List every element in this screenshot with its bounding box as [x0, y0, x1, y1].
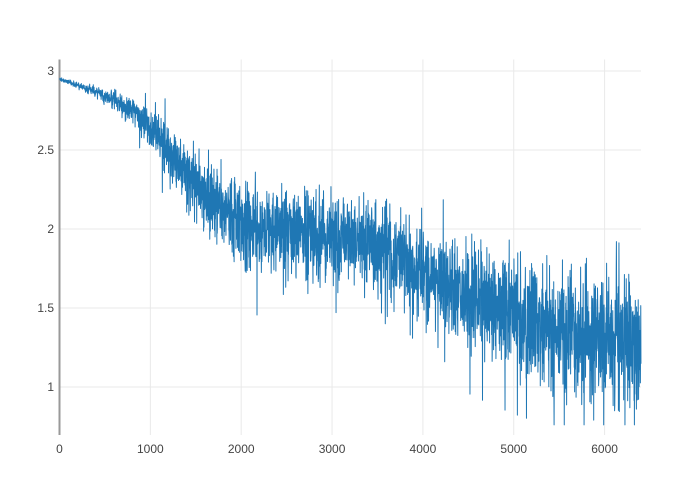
y-tick-label: 1.5	[37, 301, 54, 315]
y-tick-label: 3	[47, 64, 54, 78]
x-tick-label: 3000	[319, 442, 346, 456]
x-tick-label: 0	[56, 442, 63, 456]
x-tick-label: 6000	[591, 442, 618, 456]
x-tick-label: 1000	[137, 442, 164, 456]
loss-series-line	[59, 77, 642, 426]
x-tick-label: 2000	[228, 442, 255, 456]
y-tick-label: 1	[47, 380, 54, 394]
y-tick-label: 2	[47, 222, 54, 236]
x-tick-label: 5000	[500, 442, 527, 456]
x-tick-label: 4000	[410, 442, 437, 456]
y-tick-label: 2.5	[37, 143, 54, 157]
